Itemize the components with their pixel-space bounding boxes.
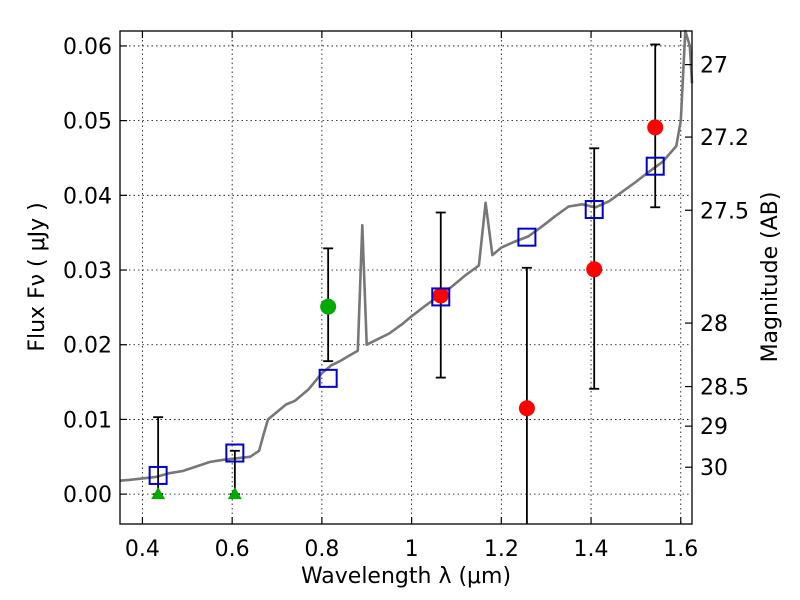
model-square — [148, 465, 168, 485]
y-tick-label: 0.03 — [63, 259, 112, 284]
y-tick-label: 0.00 — [63, 483, 112, 508]
y2-tick-label: 27.2 — [700, 126, 749, 151]
model-square — [584, 200, 604, 220]
x-tick-label: 0.6 — [215, 537, 250, 562]
x-tick-label: 1.4 — [574, 537, 609, 562]
x-tick-label: 0.8 — [304, 537, 339, 562]
model-square — [431, 287, 451, 307]
upper-limit-triangle — [151, 487, 166, 500]
axis-ticks — [120, 31, 692, 524]
y2-tick-label: 30 — [700, 456, 728, 481]
y-tick-label: 0.06 — [63, 35, 112, 60]
model-square — [225, 443, 245, 463]
grid-lines — [120, 31, 692, 524]
y2-tick-label: 29 — [700, 415, 728, 440]
red-point — [586, 261, 603, 278]
red-point — [432, 287, 449, 304]
y2-tick-label: 27.5 — [700, 199, 749, 224]
y-tick-label: 0.04 — [63, 184, 112, 209]
model-square — [645, 156, 665, 176]
y2-tick-label: 28.5 — [700, 376, 749, 401]
upper-limit-triangle — [227, 487, 242, 500]
model-square — [517, 227, 537, 247]
x-tick-label: 0.4 — [125, 537, 160, 562]
spectrum-line-group — [119, 29, 694, 482]
data-markers — [148, 119, 665, 500]
red-point — [518, 400, 535, 417]
x-tick-label: 1 — [405, 537, 419, 562]
y2-axis-label: Magnitude (AB) — [758, 192, 783, 363]
tick-labels: 0.4 0.6 0.8 1 1.2 1.4 1.6 0.00 0.01 0.02 0.03 0.04 0… — [63, 35, 749, 562]
x-tick-label: 1.6 — [663, 537, 698, 562]
y-tick-label: 0.01 — [63, 408, 112, 433]
y-tick-label: 0.05 — [63, 110, 112, 135]
y-axis-label: Flux Fν ( μJy ) — [25, 202, 50, 351]
x-axis-label: Wavelength λ (μm) — [301, 564, 511, 589]
model-square — [318, 368, 338, 388]
error-bars — [153, 43, 661, 524]
red-point — [647, 119, 664, 136]
spectrum-line — [119, 29, 694, 482]
y-tick-label: 0.02 — [63, 334, 112, 359]
green-point — [320, 298, 337, 315]
y2-tick-label: 28 — [700, 312, 728, 337]
x-tick-label: 1.2 — [484, 537, 519, 562]
plot-frame — [119, 30, 693, 525]
y2-tick-label: 27 — [700, 54, 728, 79]
